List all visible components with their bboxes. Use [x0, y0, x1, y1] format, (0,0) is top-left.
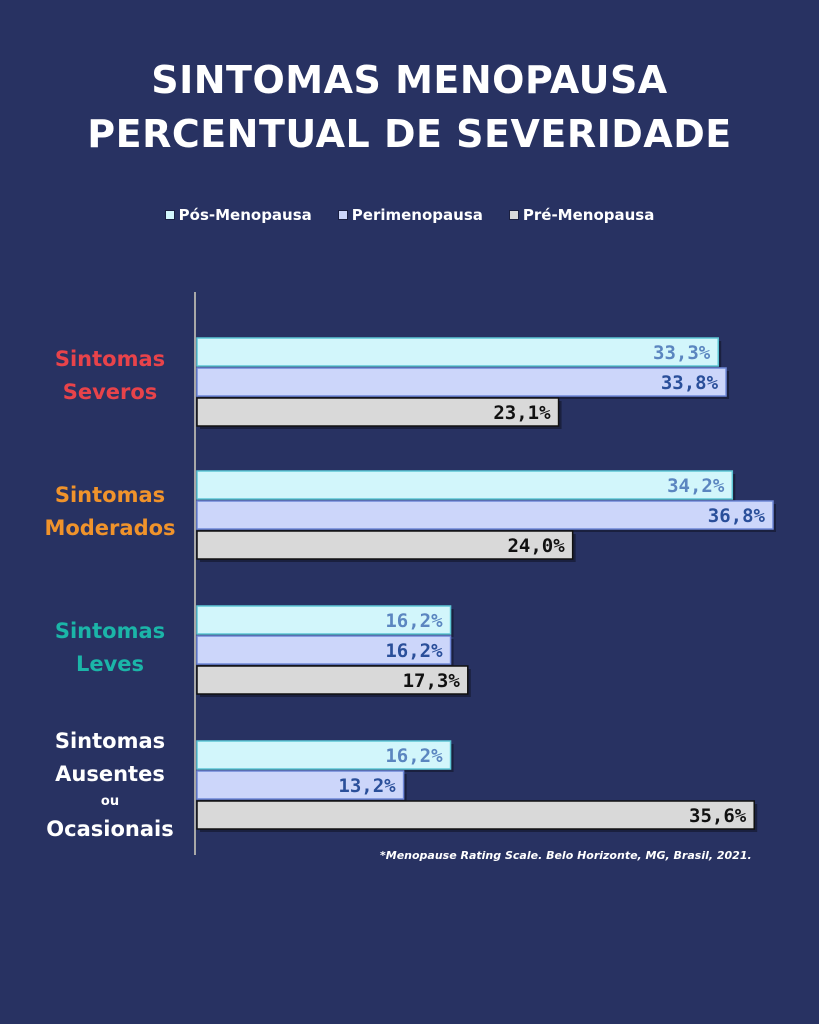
- legend-swatch-pos: [164, 210, 175, 220]
- category-label-line1: Sintomas: [54, 729, 166, 753]
- bar-peri-severos: [196, 367, 727, 397]
- data-label-pre-moderados: 24,0%: [507, 535, 565, 557]
- data-label-peri-moderados: 36,8%: [708, 505, 766, 527]
- category-label-line1: Sintomas: [54, 483, 166, 507]
- category-label-ausentes: Sintomas Ausentes ou Ocasionais: [20, 725, 200, 846]
- category-label-leves: Sintomas Leves: [20, 615, 200, 681]
- legend-item-perimenopausa: Perimenopausa: [337, 206, 483, 224]
- data-label-peri-ausentes: 13,2%: [338, 775, 396, 797]
- data-label-pos-moderados: 34,2%: [667, 475, 725, 497]
- bar-pre-severos: [196, 397, 560, 427]
- bar-pos-moderados: [196, 470, 734, 500]
- bar-pre-moderados: [196, 530, 574, 560]
- legend-label-pre: Pré-Menopausa: [522, 206, 655, 224]
- chart-title-line2: PERCENTUAL DE SEVERIDADE: [87, 112, 732, 156]
- data-label-peri-severos: 33,8%: [661, 372, 719, 394]
- chart-title-line1: SINTOMAS MENOPAUSA: [151, 58, 668, 102]
- legend-item-pre-menopausa: Pré-Menopausa: [508, 206, 655, 224]
- data-label-pos-ausentes: 16,2%: [385, 745, 443, 767]
- bar-pre-ausentes: [196, 800, 755, 830]
- legend-swatch-peri: [337, 210, 348, 220]
- bar-peri-ausentes: [196, 770, 405, 800]
- category-label-line2: Severos: [62, 380, 158, 404]
- legend-swatch-pre: [508, 210, 519, 220]
- chart-legend: Pós-Menopausa Perimenopausa Pré-Menopaus…: [0, 206, 819, 224]
- category-label-line4: Ocasionais: [46, 817, 174, 841]
- bar-pos-ausentes: [196, 740, 452, 770]
- category-label-line3: ou: [100, 794, 120, 809]
- category-label-line1: Sintomas: [54, 619, 166, 643]
- category-label-line1: Sintomas: [54, 347, 166, 371]
- legend-label-pos: Pós-Menopausa: [178, 206, 312, 224]
- legend-item-pos-menopausa: Pós-Menopausa: [164, 206, 312, 224]
- data-label-pre-leves: 17,3%: [403, 670, 461, 692]
- data-label-pos-severos: 33,3%: [653, 342, 711, 364]
- category-label-line2: Leves: [75, 652, 145, 676]
- bar-pre-leves: [196, 665, 469, 695]
- footnote: *Menopause Rating Scale. Belo Horizonte,…: [380, 849, 752, 862]
- bar-peri-moderados: [196, 500, 774, 530]
- category-label-severos: Sintomas Severos: [20, 343, 200, 409]
- data-label-peri-leves: 16,2%: [385, 640, 443, 662]
- category-label-line2: Ausentes: [55, 762, 165, 786]
- data-label-pre-ausentes: 35,6%: [689, 805, 747, 827]
- legend-label-peri: Perimenopausa: [351, 206, 483, 224]
- data-label-pre-severos: 23,1%: [493, 402, 551, 424]
- bar-pos-severos: [196, 337, 719, 367]
- bar-pos-leves: [196, 605, 452, 635]
- data-label-pos-leves: 16,2%: [385, 610, 443, 632]
- category-label-line2: Moderados: [44, 516, 176, 540]
- bar-peri-leves: [196, 635, 452, 665]
- category-label-moderados: Sintomas Moderados: [20, 479, 200, 545]
